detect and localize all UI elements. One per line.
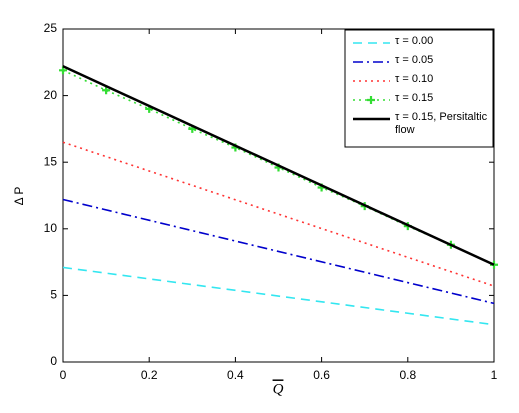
x-axis-label: Q [273, 381, 284, 397]
x-tick-label: 0.2 [141, 368, 158, 382]
y-tick-label: 10 [44, 221, 58, 235]
y-axis-label: Δ P [12, 187, 26, 206]
series-line [62, 266, 495, 326]
x-tick-label: 1 [491, 368, 498, 382]
legend-label: τ = 0.05 [395, 54, 434, 66]
x-tick-label: 0.8 [399, 368, 416, 382]
legend-label: τ = 0.10 [395, 73, 434, 85]
x-tick-label: 0 [60, 368, 67, 382]
series-line [62, 141, 495, 287]
legend-marker [367, 96, 375, 104]
legend-label-box: τ = 0.15 [395, 92, 434, 104]
legend-label-box: τ = 0.05 [395, 54, 434, 66]
legend-label-box: τ = 0.10 [395, 73, 434, 85]
legend-label: τ = 0.00 [395, 35, 434, 47]
y-tick-label: 0 [50, 354, 57, 368]
legend-box [344, 29, 494, 148]
legend-label: τ = 0.15 [395, 92, 434, 104]
series-line [62, 65, 495, 266]
series-line [62, 69, 495, 266]
y-tick-label: 20 [44, 88, 58, 102]
legend: τ = 0.00 τ = 0.05 τ = 0.10 τ = 0.15 τ = 0.15… [344, 29, 494, 148]
y-tick-label: 5 [50, 288, 57, 302]
x-tick-label: 0.6 [313, 368, 330, 382]
x-tick-label: 0.4 [227, 368, 244, 382]
plot-frame [62, 28, 495, 363]
y-tick-label: 25 [44, 21, 58, 35]
legend-label: τ = 0.15, Persitaltic flow [395, 111, 488, 136]
legend-label-box: τ = 0.00 [395, 35, 434, 47]
series-line [62, 198, 495, 305]
legend-label-box: τ = 0.15, Persitaltic flow [395, 111, 488, 136]
marker [102, 86, 111, 95]
y-tick-label: 15 [44, 154, 58, 168]
